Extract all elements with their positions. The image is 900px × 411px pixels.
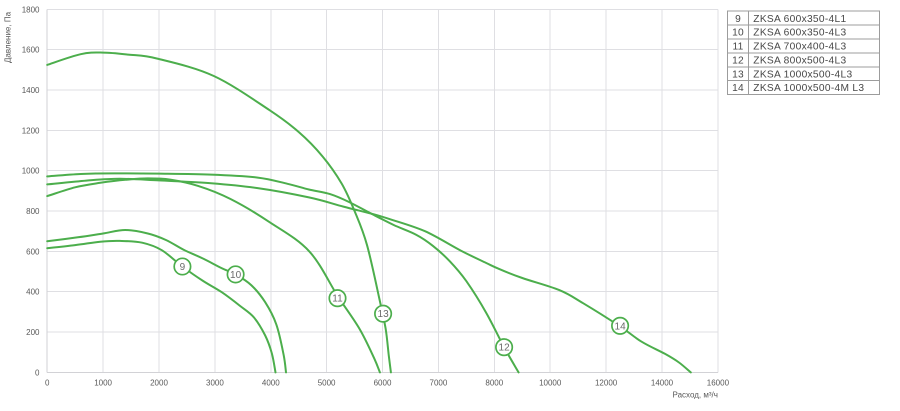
svg-text:13: 13 <box>378 309 390 320</box>
svg-text:3000: 3000 <box>206 379 224 388</box>
svg-text:16000: 16000 <box>707 379 730 388</box>
svg-text:10000: 10000 <box>539 379 562 388</box>
svg-text:7000: 7000 <box>430 379 448 388</box>
svg-text:8000: 8000 <box>485 379 503 388</box>
svg-text:200: 200 <box>26 328 40 337</box>
svg-text:12000: 12000 <box>595 379 618 388</box>
svg-text:1600: 1600 <box>22 46 40 55</box>
svg-text:1000: 1000 <box>94 379 112 388</box>
svg-text:4000: 4000 <box>262 379 280 388</box>
svg-text:14000: 14000 <box>651 379 674 388</box>
svg-text:0: 0 <box>35 368 40 377</box>
svg-text:ZKSA 1000x500-4M L3: ZKSA 1000x500-4M L3 <box>753 83 864 94</box>
svg-text:ZKSA 1000x500-4L3: ZKSA 1000x500-4L3 <box>753 69 852 80</box>
svg-text:11: 11 <box>733 42 744 53</box>
svg-text:13: 13 <box>732 69 744 80</box>
svg-text:14: 14 <box>615 321 627 332</box>
svg-text:5000: 5000 <box>318 379 336 388</box>
svg-text:12: 12 <box>732 56 744 67</box>
svg-text:ZKSA 700x400-4L3: ZKSA 700x400-4L3 <box>753 42 846 53</box>
svg-text:1800: 1800 <box>22 5 40 14</box>
svg-text:9: 9 <box>735 14 741 25</box>
svg-text:1400: 1400 <box>22 86 40 95</box>
svg-text:Расход, м³/ч: Расход, м³/ч <box>673 391 718 400</box>
svg-text:9: 9 <box>180 262 186 273</box>
svg-text:ZKSA 800x500-4L3: ZKSA 800x500-4L3 <box>753 56 846 67</box>
svg-text:6000: 6000 <box>374 379 392 388</box>
svg-text:ZKSA 600x350-4L1: ZKSA 600x350-4L1 <box>753 14 846 25</box>
svg-text:14: 14 <box>732 83 744 94</box>
svg-text:11: 11 <box>332 294 343 305</box>
svg-text:12: 12 <box>499 343 511 354</box>
svg-text:10: 10 <box>732 28 744 39</box>
svg-text:1000: 1000 <box>22 167 40 176</box>
svg-text:Давление, Па: Давление, Па <box>4 11 13 63</box>
svg-text:600: 600 <box>26 247 40 256</box>
svg-text:ZKSA 600x350-4L3: ZKSA 600x350-4L3 <box>753 28 846 39</box>
svg-text:800: 800 <box>26 207 40 216</box>
svg-text:2000: 2000 <box>150 379 168 388</box>
svg-text:0: 0 <box>45 379 50 388</box>
svg-text:400: 400 <box>26 288 40 297</box>
svg-text:1200: 1200 <box>22 126 40 135</box>
svg-text:10: 10 <box>230 270 242 281</box>
